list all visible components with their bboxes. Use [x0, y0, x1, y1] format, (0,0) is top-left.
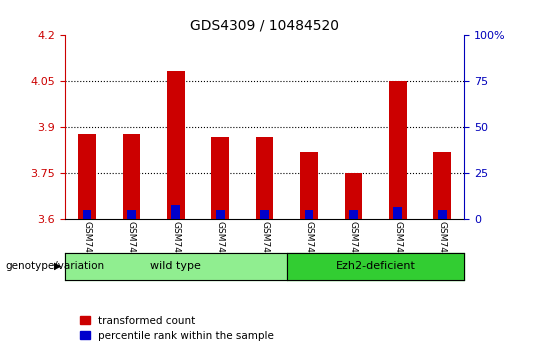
Bar: [393, 207, 402, 219]
Text: genotype/variation: genotype/variation: [5, 261, 105, 271]
Bar: [300, 152, 318, 219]
Bar: [287, 253, 464, 280]
Text: GSM744485: GSM744485: [215, 221, 225, 276]
Bar: [127, 210, 136, 219]
Bar: [349, 210, 358, 219]
Text: GSM744483: GSM744483: [127, 221, 136, 276]
Text: ▶: ▶: [53, 261, 61, 271]
Text: GSM744486: GSM744486: [260, 221, 269, 276]
Text: GSM744484: GSM744484: [171, 221, 180, 276]
Bar: [256, 137, 273, 219]
Bar: [216, 210, 225, 219]
Text: GSM744487: GSM744487: [305, 221, 314, 276]
Text: GSM744482: GSM744482: [83, 221, 91, 276]
Bar: [389, 81, 407, 219]
Bar: [65, 253, 287, 280]
Bar: [83, 210, 91, 219]
Text: wild type: wild type: [150, 261, 201, 272]
Bar: [211, 137, 229, 219]
Bar: [433, 152, 451, 219]
Bar: [305, 210, 313, 219]
Bar: [123, 133, 140, 219]
Bar: [171, 205, 180, 219]
Bar: [345, 173, 362, 219]
Bar: [438, 210, 447, 219]
Legend: transformed count, percentile rank within the sample: transformed count, percentile rank withi…: [76, 312, 278, 345]
Bar: [78, 133, 96, 219]
Text: GSM744489: GSM744489: [393, 221, 402, 276]
Title: GDS4309 / 10484520: GDS4309 / 10484520: [190, 19, 339, 33]
Text: GSM744488: GSM744488: [349, 221, 358, 276]
Text: Ezh2-deficient: Ezh2-deficient: [336, 261, 416, 272]
Bar: [260, 210, 269, 219]
Bar: [167, 71, 185, 219]
Text: GSM744490: GSM744490: [438, 221, 447, 276]
